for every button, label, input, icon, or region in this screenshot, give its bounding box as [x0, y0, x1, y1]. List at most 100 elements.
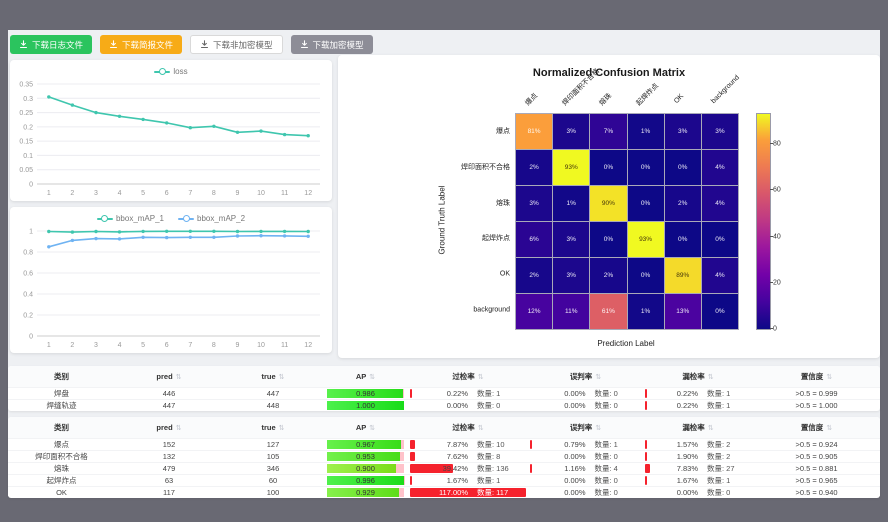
column-header-label: true — [261, 423, 276, 432]
svg-text:1: 1 — [29, 229, 33, 236]
rate-cell-inner: 7.87% 数量: 10 — [408, 439, 528, 450]
column-header-ap[interactable]: AP ⇅ — [323, 417, 408, 438]
colorbar-tick-mark — [770, 189, 773, 191]
matrix-cell: 13% — [664, 294, 701, 329]
rate-count: 数量: 117 — [477, 488, 509, 497]
over-detect-rate-cell: 0.22% 数量: 1 — [408, 388, 528, 399]
rate-bar — [410, 476, 412, 485]
rate-bar — [645, 476, 647, 485]
column-header-confidence[interactable]: 置信度 ⇅ — [753, 366, 880, 387]
miss-rate-cell: 0.00% 数量: 0 — [643, 487, 753, 498]
confusion-matrix-card: Normalized Confusion Matrix 爆点 焊印面积不合格 熔珠起… — [338, 55, 880, 358]
class-name-cell: 起焊炸点 — [46, 476, 77, 485]
column-header-pred[interactable]: pred ⇅ — [115, 366, 223, 387]
svg-text:6: 6 — [165, 190, 169, 197]
svg-text:0.35: 0.35 — [19, 82, 33, 89]
confusion-matrix-grid: 81% 3% 7% 1% 3% 3% 2% 93% 0% 0% 0% 4% 3% 1% 90% 0% 2% 4% 6… — [515, 113, 739, 330]
ap-bar-remainder — [401, 440, 404, 449]
column-header-label: 置信度 — [800, 372, 824, 381]
sort-icon[interactable]: ⇅ — [369, 424, 376, 432]
table-header-row: 类别 pred ⇅ true ⇅ AP ⇅ 过检率 ⇅ 误判率 ⇅ 漏检率 ⇅ 置信度 ⇅ — [8, 417, 880, 438]
download-button-4[interactable]: 下载加密模型 — [290, 35, 373, 54]
matrix-cell: 0% — [664, 222, 701, 257]
confusion-matrix-xlabel: Prediction Label — [597, 339, 655, 348]
matrix-cell: 0% — [701, 294, 738, 329]
column-header-over-detect-rate[interactable]: 过检率 ⇅ — [408, 366, 528, 387]
misjudge-rate-cell: 0.79% 数量: 1 — [528, 439, 643, 450]
rate-cell-inner: 0.00% 数量: 0 — [528, 487, 643, 498]
pred-count-cell: 446 — [162, 389, 176, 398]
download-button-3[interactable]: 下载非加密模型 — [190, 35, 283, 54]
ap-bar-fill — [327, 464, 397, 473]
rate-value: 0.22% — [676, 389, 698, 398]
column-header-label: pred — [156, 423, 173, 432]
column-header-misjudge-rate[interactable]: 误判率 ⇅ — [528, 417, 643, 438]
sort-icon[interactable]: ⇅ — [707, 424, 714, 432]
legend-item-bbox_mAP_1[interactable]: bbox_mAP_1 — [96, 214, 164, 223]
sort-icon[interactable]: ⇅ — [595, 424, 602, 432]
sort-icon[interactable]: ⇅ — [477, 373, 484, 381]
svg-text:12: 12 — [304, 190, 312, 197]
confusion-matrix-title: Normalized Confusion Matrix — [532, 67, 686, 79]
column-header-miss-rate[interactable]: 漏检率 ⇅ — [643, 417, 753, 438]
column-header-true[interactable]: true ⇅ — [223, 417, 323, 438]
matrix-row-label: OK — [499, 270, 510, 278]
rate-cell-inner: 1.90% 数量: 2 — [643, 451, 753, 462]
column-header-ap[interactable]: AP ⇅ — [323, 366, 408, 387]
sort-icon[interactable]: ⇅ — [595, 373, 602, 381]
matrix-cell: 3% — [553, 114, 590, 149]
rate-value: 0.00% — [564, 452, 586, 461]
column-header-confidence[interactable]: 置信度 ⇅ — [753, 417, 880, 438]
ap-bar: 1.000 — [327, 401, 404, 410]
rate-bar — [645, 401, 647, 410]
legend-item-loss[interactable]: loss — [154, 67, 188, 76]
colorbar-tick-label: 0 — [773, 325, 777, 333]
sort-icon[interactable]: ⇅ — [707, 373, 714, 381]
sort-icon[interactable]: ⇅ — [175, 373, 182, 381]
svg-text:0.25: 0.25 — [19, 110, 33, 117]
matrix-cell: 2% — [664, 186, 701, 221]
rate-bar — [530, 464, 532, 473]
misjudge-rate-cell: 0.00% 数量: 0 — [528, 388, 643, 399]
pred-count-cell: 132 — [162, 452, 176, 461]
rate-value: 1.90% — [676, 452, 698, 461]
matrix-cell: 0% — [627, 186, 664, 221]
miss-rate-cell: 1.67% 数量: 1 — [643, 475, 753, 486]
column-header-label: 误判率 — [569, 372, 593, 381]
svg-text:0.1: 0.1 — [23, 153, 33, 160]
sort-icon[interactable]: ⇅ — [826, 373, 833, 381]
sort-icon[interactable]: ⇅ — [369, 373, 376, 381]
column-header-label: true — [261, 372, 276, 381]
column-header-true[interactable]: true ⇅ — [223, 366, 323, 387]
ap-bar-fill — [327, 440, 402, 449]
svg-text:10: 10 — [257, 342, 265, 349]
sort-icon[interactable]: ⇅ — [826, 424, 833, 432]
column-header-over-detect-rate[interactable]: 过检率 ⇅ — [408, 417, 528, 438]
download-button-2[interactable]: 下载简报文件 — [100, 35, 183, 54]
matrix-cell: 93% — [553, 150, 590, 185]
column-header-miss-rate[interactable]: 漏检率 ⇅ — [643, 366, 753, 387]
true-count-cell: 105 — [266, 452, 280, 461]
ap-bar-remainder — [396, 464, 404, 473]
column-header-class: 类别 — [8, 366, 115, 387]
column-header-pred[interactable]: pred ⇅ — [115, 417, 223, 438]
rate-count: 数量: 0 — [594, 389, 618, 398]
rate-bar — [410, 389, 412, 398]
column-header-label: 过检率 — [452, 423, 475, 432]
download-button-1[interactable]: 下载日志文件 — [10, 35, 93, 54]
ap-cell: 0.929 — [323, 487, 408, 498]
sort-icon[interactable]: ⇅ — [278, 424, 285, 432]
ap-value: 1.000 — [356, 401, 375, 410]
table-row: 爆点 152 127 0.967 7.87% 数量: 10 0.79% 数量: 1 1.57% 数… — [8, 438, 880, 450]
matrix-row-label: 熔珠 — [496, 199, 510, 207]
sort-icon[interactable]: ⇅ — [477, 424, 484, 432]
legend-item-bbox_mAP_2[interactable]: bbox_mAP_2 — [178, 214, 245, 223]
sort-icon[interactable]: ⇅ — [175, 424, 182, 432]
ap-cell: 0.967 — [323, 439, 408, 450]
column-header-label: 类别 — [54, 423, 69, 432]
over-detect-rate-cell: 1.67% 数量: 1 — [408, 475, 528, 486]
sort-icon[interactable]: ⇅ — [278, 373, 285, 381]
rate-cell-inner: 0.00% 数量: 0 — [528, 388, 643, 399]
legend-mark-icon — [96, 215, 113, 223]
column-header-misjudge-rate[interactable]: 误判率 ⇅ — [528, 366, 643, 387]
